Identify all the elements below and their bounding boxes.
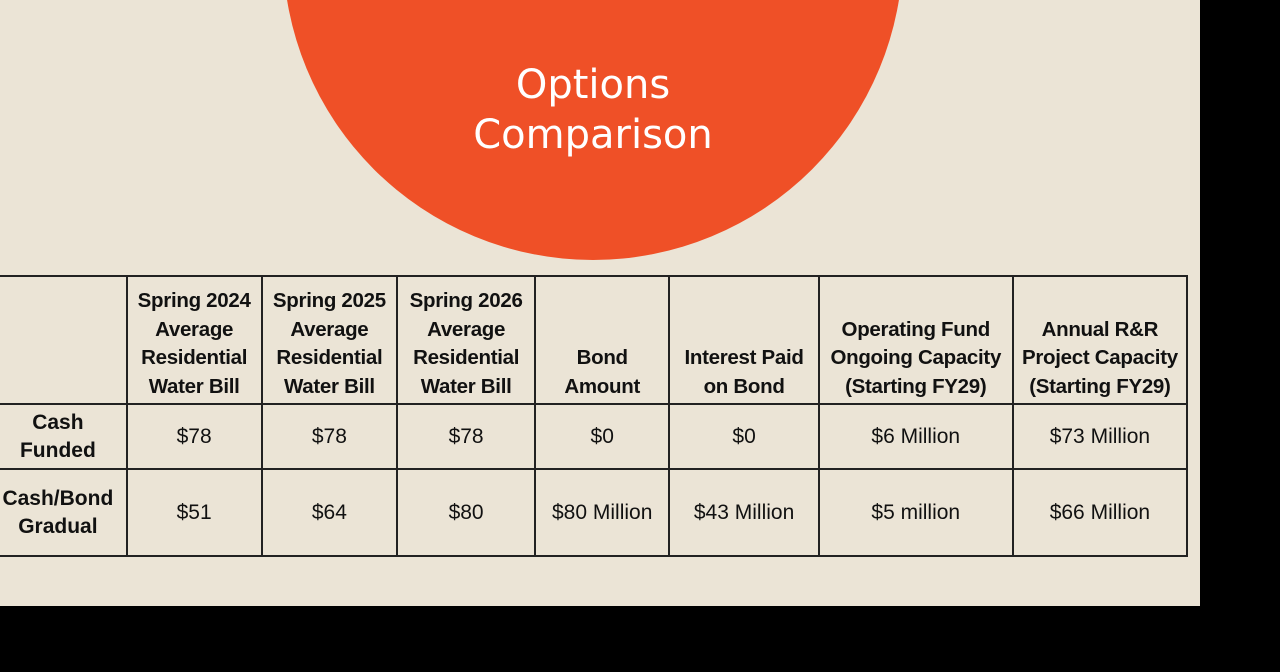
slide: Options Comparison Spring 2024 Average R… — [0, 0, 1200, 606]
header-line: Average — [290, 317, 369, 341]
header-line: Water Bill — [420, 374, 512, 398]
header-line: Water Bill — [283, 374, 375, 398]
header-line: Average — [427, 317, 506, 341]
header-line: Ongoing Capacity — [830, 346, 1002, 369]
table-cell: $78 — [396, 403, 536, 470]
header-line: Residential — [141, 346, 248, 369]
table-cell: $80 Million — [533, 468, 671, 557]
table-cell: $73 Million — [1011, 403, 1189, 470]
table-cell: $78 — [125, 403, 263, 470]
header-line: Annual R&R — [1041, 317, 1159, 341]
table-row-cash-bond-gradual: Cash/Bond Gradual $51 $64 $80 $80 Millio… — [0, 468, 1189, 557]
table-cell: $51 — [125, 468, 263, 557]
options-comparison-table: Spring 2024 Average Residential Water Bi… — [0, 275, 1189, 557]
header-line: Residential — [413, 346, 520, 369]
header-row: Spring 2024 Average Residential Water Bi… — [0, 275, 1189, 405]
slide-title-line-2: Comparison — [473, 112, 713, 158]
header-line: Spring 2024 — [137, 289, 251, 312]
header-interest-paid: Interest Paid on Bond — [668, 275, 820, 405]
header-line: Amount — [564, 374, 641, 398]
row-label: Cash Funded — [0, 403, 128, 470]
header-spring-2025-bill: Spring 2025 Average Residential Water Bi… — [260, 275, 399, 405]
header-line: Project Capacity — [1021, 346, 1178, 369]
header-line: Interest Paid — [684, 346, 804, 369]
table-cell: $6 Million — [817, 403, 1014, 470]
header-line: Operating Fund — [841, 317, 991, 341]
table-cell: $5 million — [817, 468, 1014, 557]
slide-title: Options Comparison — [283, 60, 903, 160]
slide-title-line-1: Options — [515, 62, 671, 108]
table-cell: $0 — [668, 403, 820, 470]
header-line: (Starting FY29) — [845, 374, 987, 398]
row-label-line: Gradual — [18, 514, 98, 538]
header-spring-2026-bill: Spring 2026 Average Residential Water Bi… — [396, 275, 536, 405]
header-line: Bond — [576, 346, 628, 369]
table-cell: $0 — [533, 403, 671, 470]
header-bond-amount: Bond Amount — [533, 275, 671, 405]
row-label-line: Funded — [19, 438, 96, 462]
row-label-line: Cash/Bond — [2, 486, 114, 510]
table-cell: $78 — [260, 403, 399, 470]
header-cell-empty — [0, 275, 128, 405]
header-spring-2024-bill: Spring 2024 Average Residential Water Bi… — [125, 275, 263, 405]
table-cell: $66 Million — [1011, 468, 1189, 557]
row-label-line: Cash — [32, 410, 84, 434]
table-cell: $43 Million — [668, 468, 820, 557]
header-line: on Bond — [703, 374, 785, 398]
header-line: Spring 2025 — [272, 289, 386, 312]
table-cell: $64 — [260, 468, 399, 557]
header-rr-project-capacity: Annual R&R Project Capacity (Starting FY… — [1011, 275, 1189, 405]
table-row-cash-funded: Cash Funded $78 $78 $78 $0 $0 $6 Million… — [0, 403, 1189, 470]
row-label: Cash/Bond Gradual — [0, 468, 128, 557]
header-line: Residential — [276, 346, 383, 369]
header-operating-fund-capacity: Operating Fund Ongoing Capacity (Startin… — [817, 275, 1014, 405]
header-line: Spring 2026 — [409, 289, 523, 312]
table-cell: $80 — [396, 468, 536, 557]
header-line: Water Bill — [148, 374, 240, 398]
header-line: Average — [155, 317, 234, 341]
header-line: (Starting FY29) — [1029, 374, 1171, 398]
